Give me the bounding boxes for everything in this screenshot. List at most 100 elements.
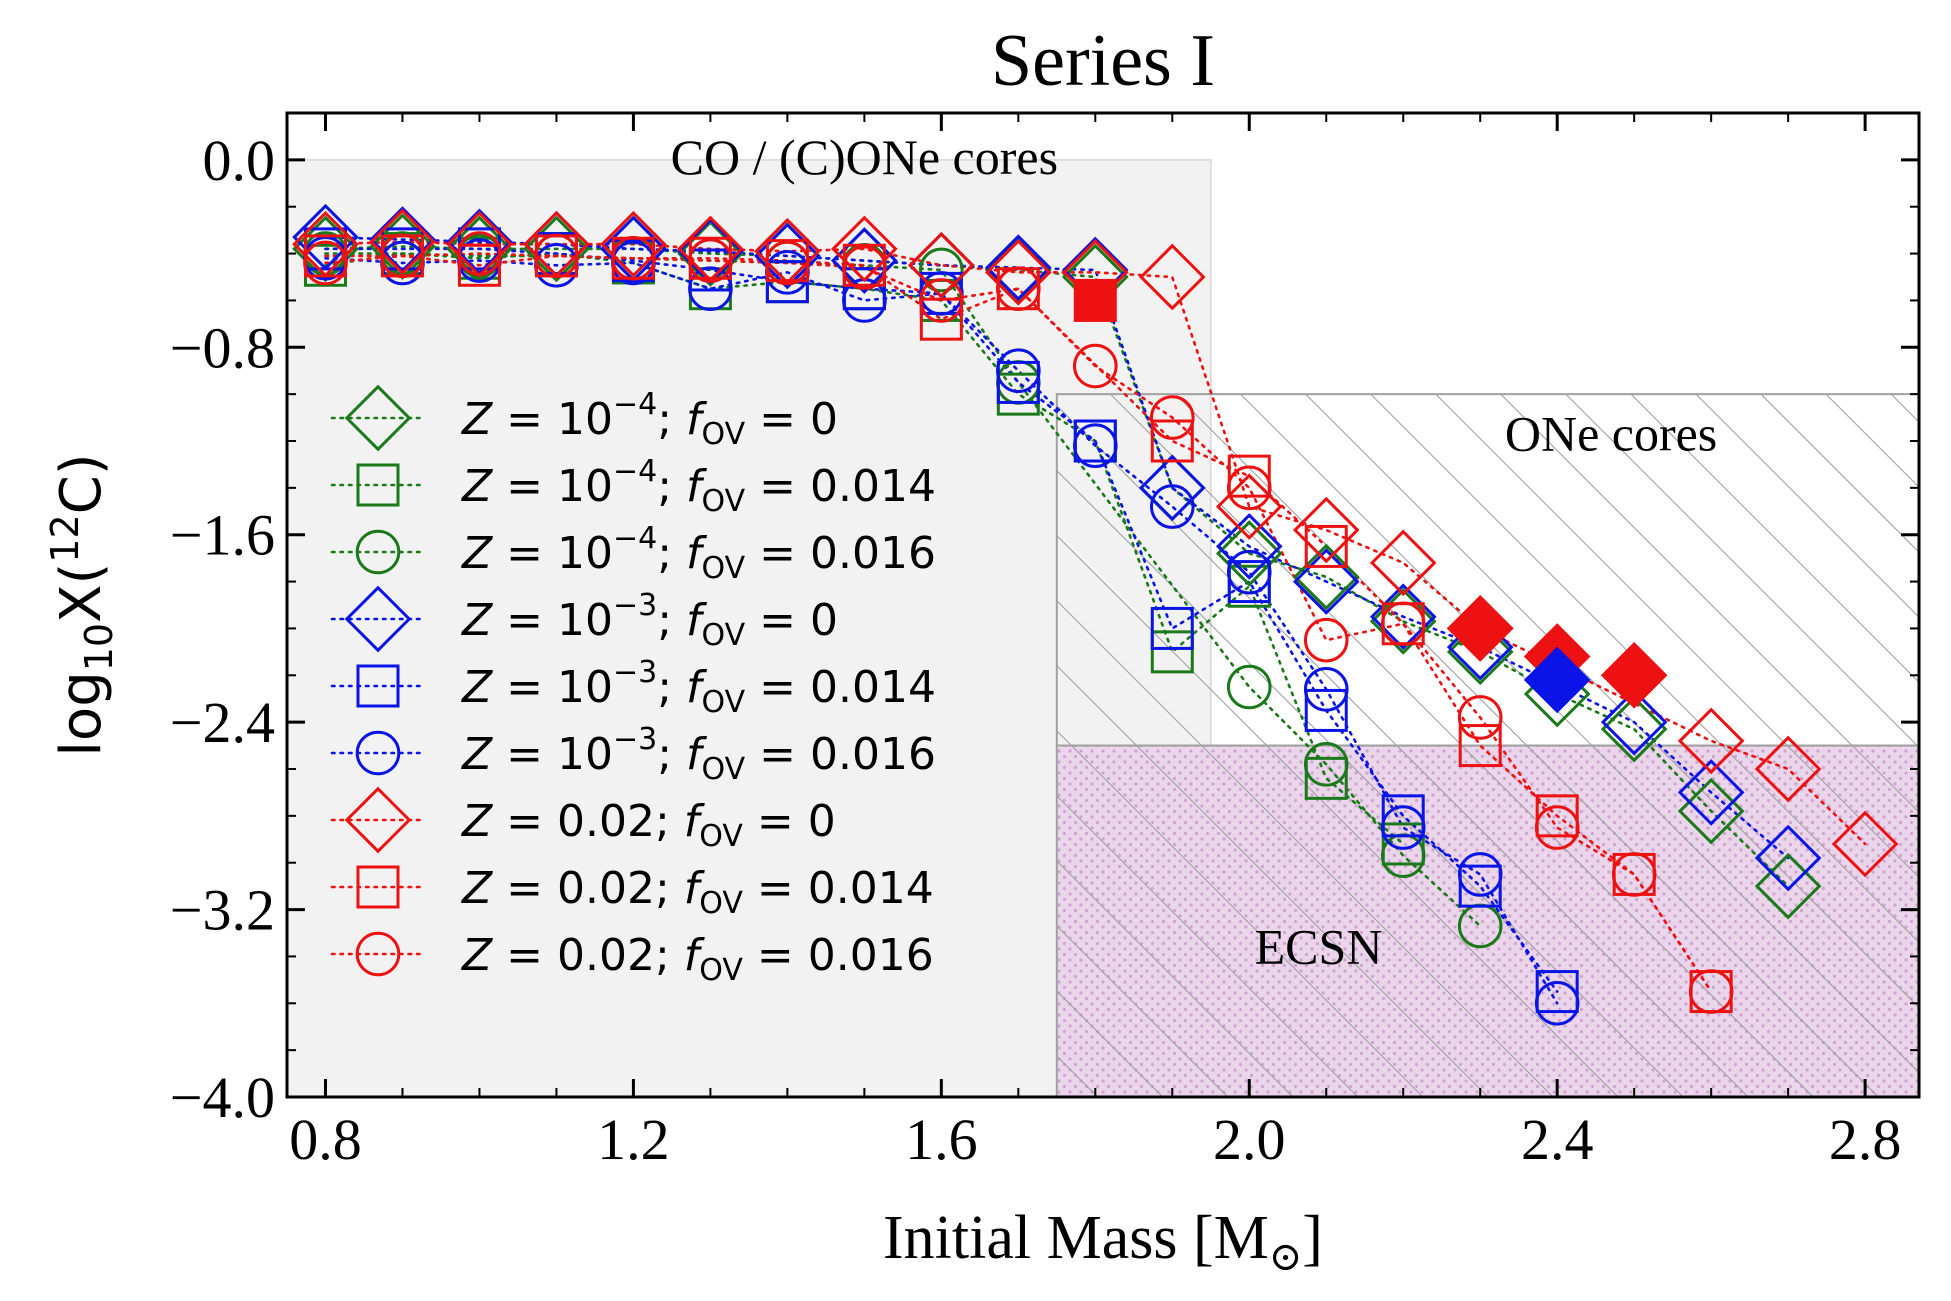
x-axis-label-sub: ⊙: [1269, 1234, 1303, 1279]
legend-marker-7: [356, 865, 400, 909]
legend-entry-0: Z = 10−4; fOV = 0: [461, 387, 838, 452]
data-point-s5-9: [996, 348, 1041, 394]
legend-marker-4: [356, 664, 400, 708]
plot-frame: [285, 111, 1921, 1099]
y-tick-label: −0.8: [170, 315, 275, 380]
legend-entry-8: Z = 0.02; fOV = 0.016: [461, 930, 934, 988]
data-point-s8-9: [996, 266, 1041, 312]
series-line-7: [324, 254, 1713, 993]
data-point-s6-11: [1138, 243, 1206, 311]
data-point-s6-1: [369, 208, 436, 276]
data-point-s4-13: [1304, 688, 1348, 732]
legend-entry-5: Z = 10−3; fOV = 0.016: [461, 722, 936, 787]
data-point-s1-14: [1381, 822, 1425, 866]
data-point-s8-14: [1380, 601, 1426, 647]
legend-entry-3: Z = 10−3; fOV = 0: [461, 588, 838, 653]
y-axis-label-sup: 12: [43, 514, 87, 562]
x-axis-label-end: ]: [1302, 1204, 1323, 1272]
data-point-s4-9: [996, 360, 1040, 404]
region-hatch-1: [1055, 393, 1919, 747]
data-point-s3-16: [1600, 688, 1668, 756]
data-point-s3-12: [1215, 513, 1283, 580]
y-tick-label: −4.0: [170, 1065, 275, 1130]
y-tick-label: −1.6: [170, 503, 275, 568]
data-point-s7-11: [1227, 454, 1271, 498]
data-point-s5-14: [1380, 805, 1426, 850]
data-point-s3-17: [1677, 759, 1745, 826]
data-point-s3-13: [1292, 548, 1360, 615]
region-label-0: CO / (C)ONe cores: [671, 129, 1058, 185]
data-point-s8-5: [688, 238, 733, 283]
y-axis-label-pre: log: [49, 671, 114, 756]
data-point-s0-12: [1215, 520, 1283, 587]
legend-marker-2: [355, 529, 401, 575]
legend-entry-7: Z = 0.02; fOV = 0.014: [461, 863, 934, 921]
data-point-s7-2: [457, 243, 501, 287]
legend-entry-4: Z = 10−3; fOV = 0.014: [461, 655, 936, 720]
data-point-s8-2: [457, 231, 502, 276]
regions-layer: [287, 158, 1919, 1097]
data-point-s8-4: [611, 235, 656, 281]
data-point-s3-11: [1138, 454, 1206, 522]
data-point-s8-0: [303, 240, 348, 286]
data-point-s4-14: [1381, 794, 1425, 838]
data-point-s5-11: [1149, 484, 1195, 529]
filled-point-0: [1073, 278, 1117, 322]
data-point-s3-9: [984, 234, 1052, 301]
x-tick-label: 2.8: [1829, 1107, 1902, 1172]
y-axis-label-end: C): [49, 453, 114, 514]
legend-marker-0: [344, 384, 412, 452]
data-point-s5-5: [688, 266, 733, 312]
filled-point-4: [1523, 646, 1591, 714]
data-point-s8-6: [765, 240, 810, 286]
data-point-s8-3: [534, 233, 579, 279]
legend-marker-1: [356, 463, 400, 507]
x-tick-label: 2.4: [1521, 1107, 1594, 1172]
data-point-s0-17: [1600, 695, 1668, 763]
data-point-s8-18: [1688, 969, 1734, 1014]
data-point-s0-15: [1446, 618, 1514, 686]
data-point-s8-1: [380, 233, 425, 279]
y-axis-label: log10X(12C): [43, 453, 121, 756]
legend-entry-6: Z = 0.02; fOV = 0: [461, 796, 836, 854]
data-point-s8-10: [1073, 343, 1118, 389]
legend-entry-1: Z = 10−4; fOV = 0.014: [461, 454, 936, 519]
series-line-5: [324, 256, 1559, 1005]
region-labels-layer: CO / (C)ONe cores ONe cores ECSN: [671, 129, 1718, 975]
legend-marker-3: [344, 585, 412, 653]
axis-ticks: 0.8 1.2 1.6 2.0 2.4 2.8 0.0 −0.8 −1.6 −2.4 −3.2 −4.…: [170, 112, 1919, 1172]
markers-layer: [292, 203, 1899, 1026]
data-point-s7-15: [1535, 794, 1579, 838]
data-point-s5-12: [1226, 549, 1272, 595]
data-point-s4-16: [1535, 970, 1579, 1014]
data-point-s7-12: [1304, 524, 1348, 568]
data-point-s0-19: [1754, 852, 1822, 920]
data-point-s7-14: [1458, 724, 1502, 768]
chart-title: Series I: [991, 20, 1215, 102]
y-tick-label: −3.2: [170, 878, 275, 943]
data-point-s6-8: [908, 231, 975, 299]
data-point-s6-17: [1754, 735, 1822, 803]
legend: Z = 10−4; fOV = 0Z = 10−4; fOV = 0.014 Z …: [330, 384, 936, 988]
x-tick-label: 1.6: [905, 1107, 978, 1172]
data-point-s6-9: [984, 238, 1052, 306]
data-point-s8-13: [1303, 617, 1349, 663]
data-point-s8-16: [1534, 805, 1580, 850]
data-point-s6-4: [600, 210, 667, 278]
data-point-s6-14: [1369, 529, 1437, 597]
data-point-s5-13: [1303, 667, 1349, 712]
legend-marker-8: [355, 931, 401, 977]
legend-marker-5: [355, 730, 401, 776]
data-point-s8-7: [842, 245, 887, 290]
region-label-2: ECSN: [1255, 918, 1383, 974]
data-point-s8-17: [1611, 852, 1657, 897]
data-point-s5-16: [1534, 980, 1580, 1026]
data-point-s7-10: [1150, 419, 1194, 463]
data-point-s2-8: [919, 247, 964, 293]
data-point-s5-15: [1457, 852, 1503, 897]
data-point-s4-15: [1458, 864, 1502, 908]
data-point-s2-11: [1303, 742, 1349, 787]
data-point-s4-7: [842, 267, 886, 311]
